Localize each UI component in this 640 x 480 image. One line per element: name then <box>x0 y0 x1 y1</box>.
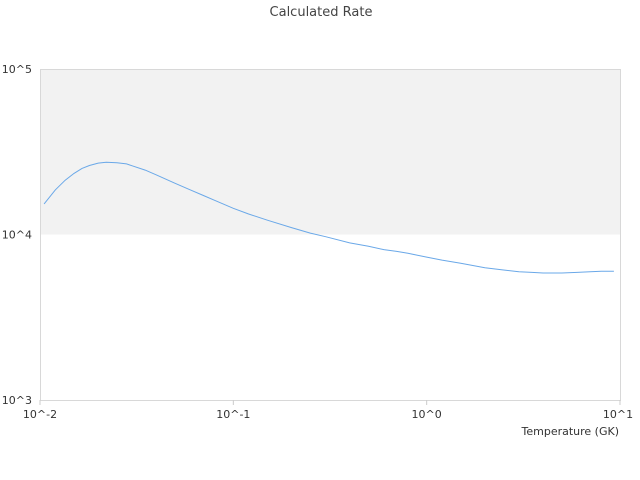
x-axis-label: Temperature (GK) <box>521 425 620 438</box>
chart-title: Calculated Rate <box>270 5 373 20</box>
x-axis-ticks: 10^-2 10^-1 10^0 10^1 <box>23 400 633 421</box>
shaded-band <box>40 69 620 235</box>
x-tick-label: 10^-1 <box>216 408 250 421</box>
x-tick-label: 10^1 <box>603 408 633 421</box>
plot-frame <box>40 69 621 401</box>
y-axis-ticks: 10^3 10^4 10^5 <box>2 63 32 407</box>
y-tick-label: 10^3 <box>2 394 32 407</box>
series-layer <box>43 161 614 274</box>
x-tick-label: 10^-2 <box>23 408 57 421</box>
series-line <box>43 161 614 274</box>
y-tick-label: 10^5 <box>2 63 32 76</box>
y-tick-label: 10^4 <box>2 229 32 242</box>
x-tick-label: 10^0 <box>412 408 442 421</box>
